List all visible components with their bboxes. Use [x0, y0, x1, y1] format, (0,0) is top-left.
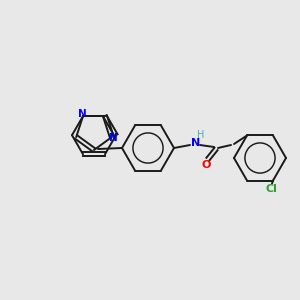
Text: O: O — [201, 160, 211, 170]
Text: H: H — [197, 130, 205, 140]
Text: N: N — [191, 138, 201, 148]
Text: N: N — [78, 109, 86, 119]
Text: N: N — [110, 133, 118, 143]
Text: Cl: Cl — [265, 184, 277, 194]
